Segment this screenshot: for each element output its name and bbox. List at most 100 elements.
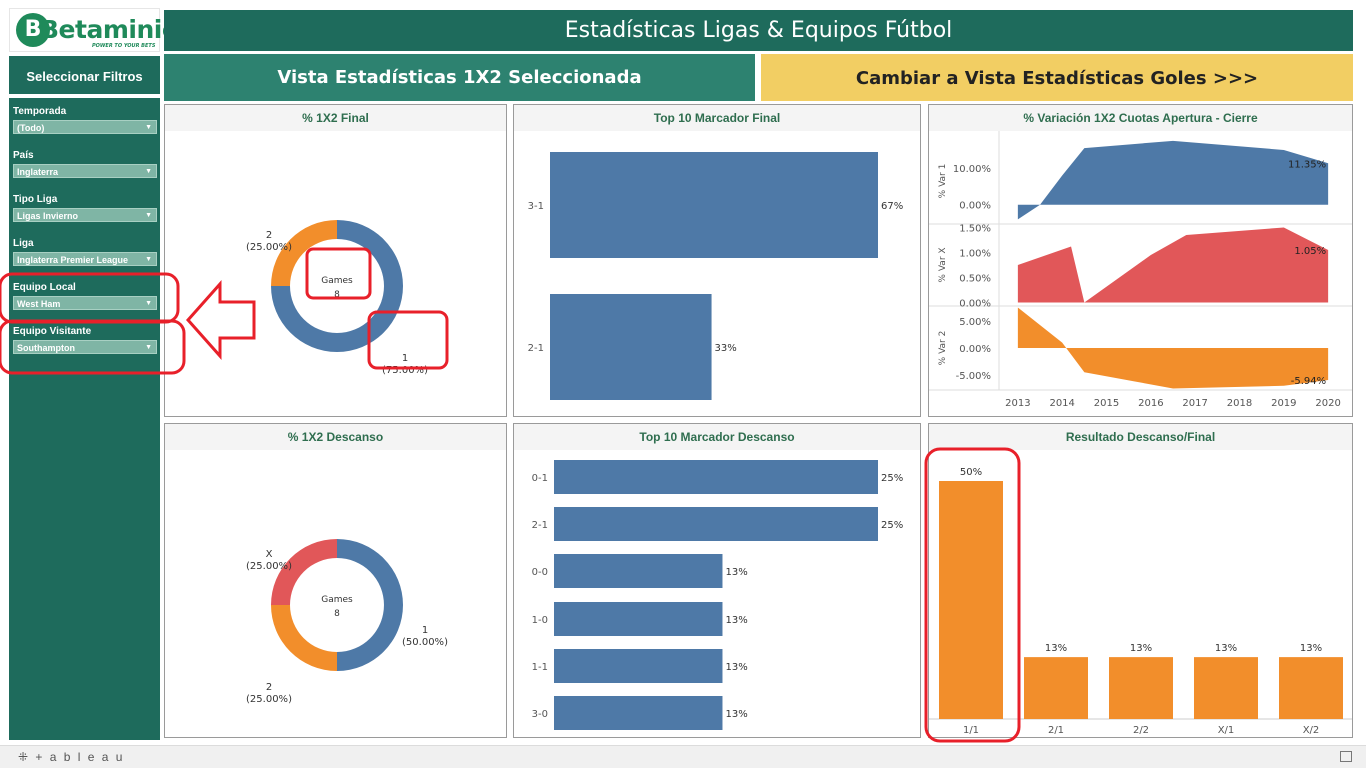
x-tick-label: 2013: [1005, 398, 1030, 409]
y-tick-label: 5.00%: [959, 317, 991, 328]
y-tick-label: 1.00%: [959, 249, 991, 260]
slice-label: 1: [402, 353, 408, 364]
y-tick-label: 1.50%: [959, 224, 991, 235]
filter-label: Temporada: [13, 106, 67, 117]
panel-resultado-df: Resultado Descanso/Final 50% 1/1 13% 2/1 13%…: [928, 423, 1353, 738]
panel-title: Resultado Descanso/Final: [929, 424, 1352, 450]
area-series-1: [1017, 140, 1329, 220]
donut-slice-X: [271, 539, 337, 605]
bar-X/2: [1279, 657, 1343, 719]
slice-percent: (25.00%): [246, 561, 292, 572]
end-value-label: 1.05%: [1294, 246, 1326, 257]
slice-percent: (50.00%): [402, 637, 448, 648]
bar-value-label: 13%: [725, 709, 747, 720]
bar-0-0: [554, 554, 723, 588]
chevron-down-icon: ▼: [145, 212, 152, 219]
filter-label: Liga: [13, 238, 34, 249]
donut-slice-2: [271, 605, 337, 671]
filter-equipo-local: Equipo Local West Ham ▼: [13, 282, 157, 310]
chevron-down-icon: ▼: [145, 256, 152, 263]
bar-value-label: 25%: [881, 520, 903, 531]
switch-view-button[interactable]: Cambiar a Vista Estadísticas Goles >>>: [761, 54, 1353, 101]
slice-percent: (25.00%): [246, 694, 292, 705]
x-tick-label: 2018: [1227, 398, 1252, 409]
bar-category-label: X/1: [1218, 725, 1235, 736]
filter-label: Equipo Local: [13, 282, 76, 293]
equipo-local-dropdown[interactable]: West Ham ▼: [13, 296, 157, 310]
bar-3-0: [554, 696, 723, 730]
liga-dropdown[interactable]: Inglaterra Premier League ▼: [13, 252, 157, 266]
filter-equipo-visitante: Equipo Visitante Southampton ▼: [13, 326, 157, 354]
slice-label: 2: [266, 682, 272, 693]
bar-value-label: 25%: [881, 473, 903, 484]
top10-descanso-chart: 0-1 25% 2-1 25% 0-0 13% 1-0 13% 1-1 13% 3-0 13%: [532, 460, 903, 730]
tableau-footer: ⁜ + a b l e a u: [0, 745, 1366, 768]
x-tick-label: 2020: [1315, 398, 1340, 409]
x-tick-label: 2016: [1138, 398, 1163, 409]
slice-percent: (25.00%): [246, 242, 292, 253]
panel-1x2-final: % 1X2 Final 1 (75.00%) 2 (25.00%) Games 8: [164, 104, 507, 417]
bar-category-label: 0-1: [532, 473, 548, 484]
panel-variacion: % Variación 1X2 Cuotas Apertura - Cierre…: [928, 104, 1353, 417]
y-tick-label: -5.00%: [956, 371, 991, 382]
panel-title: % 1X2 Final: [165, 105, 506, 131]
donut-center-label: Games: [321, 276, 353, 286]
y-axis-title: % Var 1: [938, 164, 948, 199]
slice-label: X: [266, 549, 273, 560]
filters-header: Seleccionar Filtros: [9, 56, 160, 98]
panel-title: % Variación 1X2 Cuotas Apertura - Cierre: [929, 105, 1352, 131]
bar-3-1: [550, 152, 878, 258]
panel-1x2-descanso: % 1X2 Descanso 1 (50.00%) 2 (25.00%) X (25.00…: [164, 423, 507, 738]
bar-2-1: [554, 507, 878, 541]
pais-dropdown[interactable]: Inglaterra ▼: [13, 164, 157, 178]
chevron-down-icon: ▼: [145, 344, 152, 351]
bar-value-label: 50%: [960, 467, 982, 478]
y-tick-label: 10.00%: [953, 164, 991, 175]
filter-tipo-liga: Tipo Liga Ligas Invierno ▼: [13, 194, 157, 222]
filter-label: Equipo Visitante: [13, 326, 92, 337]
page-title: Estadísticas Ligas & Equipos Fútbol: [164, 10, 1353, 51]
brand-logo: B Betaminic POWER TO YOUR BETS: [9, 8, 177, 52]
donut-slice-2: [271, 220, 337, 286]
filter-temporada: Temporada (Todo) ▼: [13, 106, 157, 134]
equipo-visitante-dropdown[interactable]: Southampton ▼: [13, 340, 157, 354]
bar-2-1: [550, 294, 712, 400]
y-axis-title: % Var X: [938, 247, 948, 282]
bar-1-1: [554, 649, 723, 683]
logo-text: Betaminic: [40, 15, 177, 44]
chevron-down-icon: ▼: [145, 124, 152, 131]
donut-center-value: 8: [334, 290, 340, 300]
end-value-label: -5.94%: [1291, 376, 1326, 387]
filter-liga: Liga Inglaterra Premier League ▼: [13, 238, 157, 266]
bar-2/1: [1024, 657, 1088, 719]
slice-label: 1: [422, 625, 428, 636]
bar-category-label: 1-1: [532, 662, 548, 673]
y-tick-label: 0.00%: [959, 299, 991, 310]
resultado-df-chart: 50% 1/1 13% 2/1 13% 2/2 13% X/1 13% X/2: [929, 467, 1352, 736]
y-axis-title: % Var 2: [938, 331, 948, 366]
area-series-2: [1017, 227, 1329, 303]
temporada-dropdown[interactable]: (Todo) ▼: [13, 120, 157, 134]
tipo-liga-dropdown[interactable]: Ligas Invierno ▼: [13, 208, 157, 222]
x-tick-label: 2017: [1182, 398, 1207, 409]
donut-center-label: Games: [321, 595, 353, 605]
top10-final-chart: 3-1 67% 2-1 33%: [528, 152, 903, 400]
y-tick-label: 0.00%: [959, 201, 991, 212]
bar-X/1: [1194, 657, 1258, 719]
area-series-3: [1017, 307, 1329, 389]
x-tick-label: 2014: [1049, 398, 1074, 409]
slice-percent: (75.00%): [382, 365, 428, 376]
bar-category-label: 1/1: [963, 725, 979, 736]
y-tick-label: 0.50%: [959, 274, 991, 285]
bar-category-label: 2/1: [1048, 725, 1064, 736]
panel-title: Top 10 Marcador Final: [514, 105, 920, 131]
bar-1/1: [939, 481, 1003, 719]
filter-label: País: [13, 150, 34, 161]
fullscreen-icon[interactable]: [1340, 751, 1352, 762]
bar-0-1: [554, 460, 878, 494]
x-tick-label: 2019: [1271, 398, 1296, 409]
bar-category-label: 2-1: [532, 520, 548, 531]
tableau-logo: ⁜ + a b l e a u: [18, 750, 125, 764]
end-value-label: 11.35%: [1288, 159, 1326, 170]
bar-category-label: X/2: [1303, 725, 1320, 736]
